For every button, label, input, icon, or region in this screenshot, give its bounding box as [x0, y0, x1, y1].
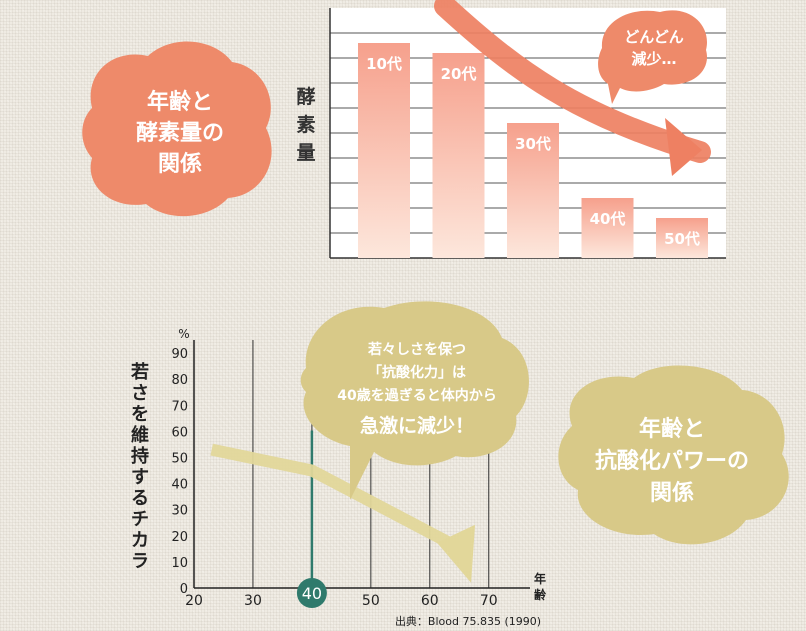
antioxidant-ylabel-char: 維	[131, 424, 149, 446]
antioxidant-xlabel-char-1: 齢	[534, 587, 547, 602]
antioxidant-y-tick-label: 50	[171, 451, 188, 466]
antioxidant-y-tick-label: 10	[171, 556, 188, 571]
antioxidant-bubble-line-4: 急激に減少！	[360, 414, 474, 437]
enzyme-bar	[581, 198, 634, 258]
enzyme-bar-label: 40代	[590, 210, 626, 228]
enzyme-ylabel-char-0: 酵	[296, 85, 315, 108]
antioxidant-decline-arrowhead	[437, 524, 476, 583]
enzyme-title-badge: 年齢と 酵素量の 関係	[82, 41, 272, 217]
antioxidant-y-tick-label: 80	[171, 373, 188, 388]
decline-trend-arrow	[434, 0, 711, 163]
antioxidant-x-tick-label: 50	[362, 593, 380, 609]
enzyme-bar	[507, 123, 559, 258]
enzyme-ylabel-char-1: 素	[296, 113, 315, 136]
antioxidant-ylabel-char: チ	[131, 509, 149, 530]
antioxidant-y-tick-label: 40	[171, 478, 188, 493]
age-40-highlight: 40	[296, 578, 327, 608]
antioxidant-badge-line-1: 年齢と	[639, 416, 705, 442]
antioxidant-series	[210, 443, 476, 583]
antioxidant-chart-x-ticks: 20 30 50 60 70	[185, 593, 498, 609]
antioxidant-bubble-shape	[300, 301, 529, 500]
age-40-circle	[296, 578, 327, 608]
enzyme-bar	[656, 218, 708, 258]
antioxidant-bubble-line-2: 「抗酸化力」は	[368, 364, 466, 381]
antioxidant-ylabel-char: さ	[131, 383, 149, 404]
enzyme-bar-label: 30代	[515, 135, 551, 153]
enzyme-bar	[432, 53, 485, 258]
decline-bubble-line-2: 減少…	[631, 50, 676, 68]
antioxidant-x-tick-label: 70	[480, 593, 498, 609]
decline-bubble-line-1: どんどん	[624, 28, 684, 46]
enzyme-chart-ylabel: 酵 素 量	[296, 85, 315, 164]
antioxidant-y-tick-label: 60	[171, 425, 188, 440]
antioxidant-y-tick-label: 30	[171, 504, 188, 519]
antioxidant-xlabel-char-0: 年	[534, 571, 546, 586]
antioxidant-ylabel-char: 若	[130, 361, 149, 383]
antioxidant-chart: 0 10 20 30 40 50 60 70 80 90 20 30 50 60 70 40 % 若さを維…	[130, 301, 789, 628]
source-citation: 出典：Blood 75.835 (1990)	[395, 614, 541, 628]
decline-trend-arrowhead	[665, 118, 702, 176]
antioxidant-badge-line-2: 抗酸化パワーの	[595, 448, 749, 474]
enzyme-bar-label: 10代	[366, 55, 402, 73]
antioxidant-ylabel-char: す	[131, 467, 149, 488]
enzyme-bar-label: 20代	[441, 65, 477, 83]
antioxidant-badge-shape	[558, 365, 789, 545]
antioxidant-ylabel-char: カ	[131, 530, 149, 551]
enzyme-chart-bars: 10代 20代 30代 40代 50代	[358, 43, 708, 258]
age-40-label: 40	[302, 584, 322, 603]
antioxidant-y-tick-label: 0	[180, 582, 188, 597]
antioxidant-ylabel-char: を	[131, 404, 149, 425]
antioxidant-y-unit: %	[178, 327, 189, 341]
enzyme-bar	[358, 43, 410, 258]
antioxidant-y-tick-label: 90	[171, 347, 188, 362]
antioxidant-x-tick-label: 60	[421, 593, 439, 609]
antioxidant-ylabel-char: る	[131, 488, 149, 509]
antioxidant-bubble-line-1: 若々しさを保つ	[367, 341, 466, 358]
enzyme-bar-label: 50代	[664, 230, 700, 248]
antioxidant-speech-bubble: 若々しさを保つ 「抗酸化力」は 40歳を過ぎると体内から 急激に減少！	[300, 301, 529, 500]
antioxidant-ylabel-char: 持	[131, 445, 149, 467]
antioxidant-y-tick-label: 20	[171, 530, 188, 545]
antioxidant-badge-line-3: 関係	[650, 481, 694, 506]
decline-bubble-shape	[598, 10, 707, 104]
enzyme-badge-line-2: 酵素量の	[136, 120, 224, 146]
enzyme-ylabel-char-2: 量	[296, 142, 315, 164]
antioxidant-ylabel-char: ラ	[131, 551, 149, 572]
enzyme-badge-line-3: 関係	[158, 152, 202, 177]
enzyme-badge-shape	[82, 41, 272, 217]
enzyme-chart: 10代 20代 30代 40代 50代 酵 素 量 どんどん 減少… 年齢と 酵素量の …	[82, 0, 726, 259]
antioxidant-x-tick-label: 20	[185, 593, 203, 609]
antioxidant-title-badge: 年齢と 抗酸化パワーの 関係	[558, 365, 789, 545]
antioxidant-y-tick-label: 70	[171, 399, 188, 414]
antioxidant-chart-y-ticks: 0 10 20 30 40 50 60 70 80 90	[171, 347, 188, 597]
antioxidant-x-tick-label: 30	[244, 593, 262, 609]
enzyme-badge-line-1: 年齢と	[147, 89, 213, 115]
antioxidant-bubble-line-3: 40歳を過ぎると体内から	[337, 387, 496, 404]
decline-speech-bubble: どんどん 減少…	[598, 10, 707, 104]
